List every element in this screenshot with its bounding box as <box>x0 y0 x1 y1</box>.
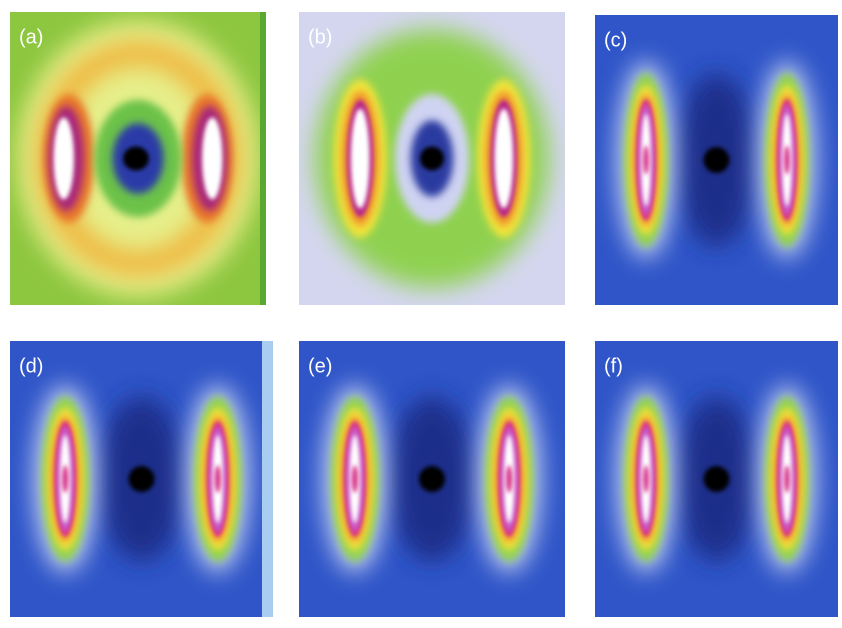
page: {"panels": [{"label": "(a)"}, {"label": … <box>0 0 842 628</box>
waist <box>352 465 358 493</box>
panel-label: (d) <box>19 356 43 378</box>
waist <box>784 465 790 493</box>
edge <box>260 12 266 305</box>
figure: (a) (b) (c) (d) (e) (f) <box>0 0 842 628</box>
beamstop <box>704 147 730 173</box>
panel <box>595 15 838 305</box>
beamstop <box>704 466 730 492</box>
beamstop <box>129 466 155 492</box>
waist <box>506 465 512 493</box>
waist <box>643 465 649 493</box>
panel-label: (a) <box>19 27 43 49</box>
waist <box>643 146 649 175</box>
waist <box>784 146 790 175</box>
lobe <box>351 109 370 209</box>
panel <box>10 341 273 617</box>
panel <box>299 12 565 305</box>
panel <box>595 341 838 617</box>
panel-label: (c) <box>604 30 627 52</box>
waist <box>215 465 221 493</box>
panel-label: (e) <box>308 356 332 378</box>
waist <box>62 465 68 493</box>
lobe <box>495 109 514 209</box>
edge <box>262 341 273 617</box>
beamstop <box>123 147 149 171</box>
panel-label: (b) <box>308 27 332 49</box>
lobe <box>54 117 74 199</box>
panel-label: (f) <box>604 356 623 378</box>
lobe <box>202 117 222 199</box>
panel <box>299 341 565 617</box>
beamstop <box>420 147 444 171</box>
beamstop <box>419 466 445 492</box>
panel <box>10 12 266 305</box>
